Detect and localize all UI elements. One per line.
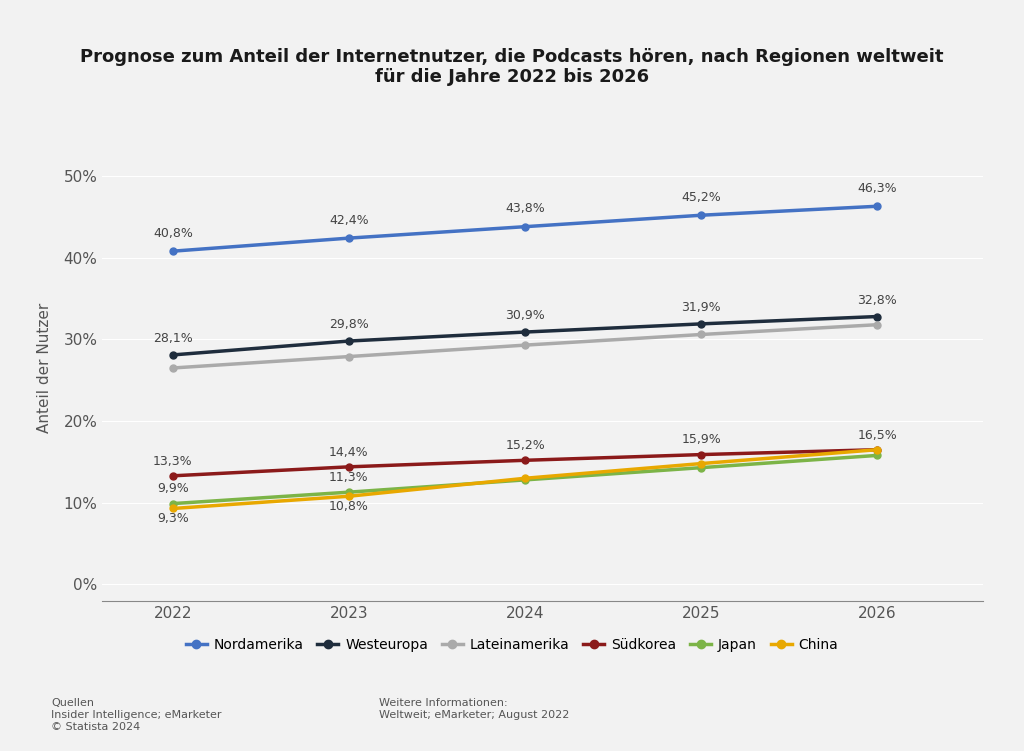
Text: 9,9%: 9,9% xyxy=(157,482,188,496)
Text: 16,5%: 16,5% xyxy=(857,429,897,442)
Text: 29,8%: 29,8% xyxy=(329,318,369,331)
Text: 45,2%: 45,2% xyxy=(681,191,721,204)
Text: 11,3%: 11,3% xyxy=(329,471,369,484)
Text: 13,3%: 13,3% xyxy=(153,454,193,468)
Text: 9,3%: 9,3% xyxy=(157,512,188,525)
Text: 30,9%: 30,9% xyxy=(505,309,545,322)
Text: Prognose zum Anteil der Internetnutzer, die Podcasts hören, nach Regionen weltwe: Prognose zum Anteil der Internetnutzer, … xyxy=(80,47,944,86)
Text: 46,3%: 46,3% xyxy=(857,182,897,195)
Y-axis label: Anteil der Nutzer: Anteil der Nutzer xyxy=(38,303,52,433)
Text: 42,4%: 42,4% xyxy=(329,214,369,227)
Legend: Nordamerika, Westeuropa, Lateinamerika, Südkorea, Japan, China: Nordamerika, Westeuropa, Lateinamerika, … xyxy=(180,632,844,658)
Text: 10,8%: 10,8% xyxy=(329,499,369,513)
Text: 40,8%: 40,8% xyxy=(153,227,193,240)
Text: 14,4%: 14,4% xyxy=(329,445,369,459)
Text: 32,8%: 32,8% xyxy=(857,294,897,306)
Text: Quellen
Insider Intelligence; eMarketer
© Statista 2024: Quellen Insider Intelligence; eMarketer … xyxy=(51,698,222,731)
Text: 15,9%: 15,9% xyxy=(681,433,721,446)
Text: 43,8%: 43,8% xyxy=(505,202,545,216)
Text: 28,1%: 28,1% xyxy=(153,332,193,345)
Text: Weitere Informationen:
Weltweit; eMarketer; August 2022: Weitere Informationen: Weltweit; eMarket… xyxy=(379,698,569,720)
Text: 15,2%: 15,2% xyxy=(505,439,545,452)
Text: 31,9%: 31,9% xyxy=(681,301,721,314)
